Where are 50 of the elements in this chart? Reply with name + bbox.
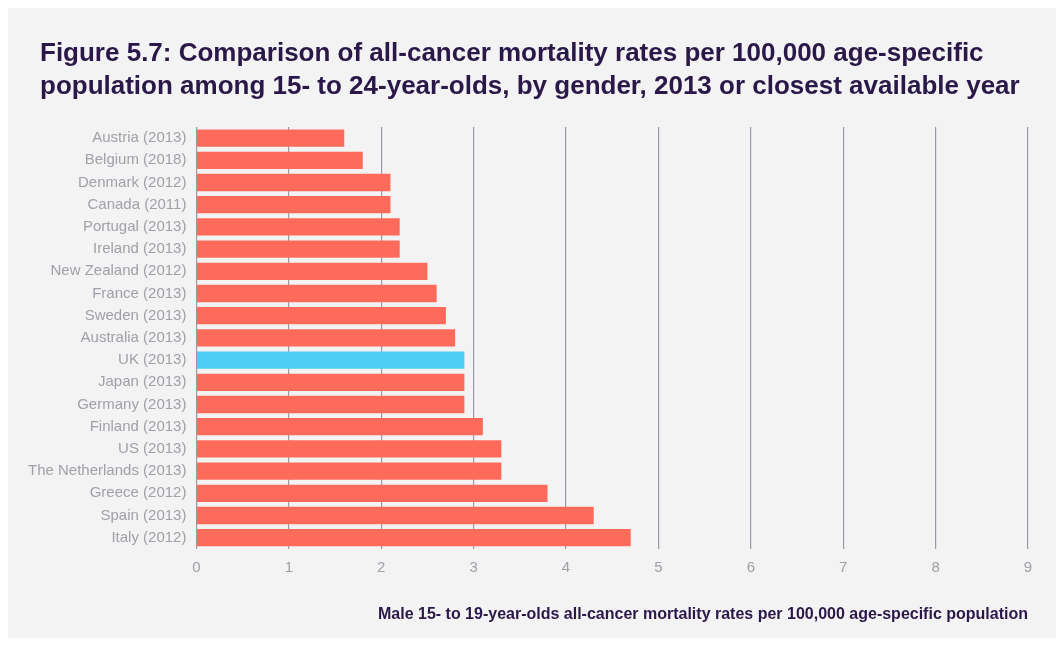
bar	[197, 351, 465, 369]
bar	[197, 484, 548, 502]
bar	[197, 240, 400, 258]
bar	[197, 129, 345, 147]
chart-title: Figure 5.7: Comparison of all-cancer mortality rates per 100,000 age-specific population among 15- to 24-year-olds, by gender, 2013 or closest available year	[39, 36, 1021, 102]
y-tick-label: UK (2013)	[118, 350, 187, 368]
bar	[197, 307, 446, 325]
y-tick-label: Portugal (2013)	[83, 217, 187, 235]
x-tick-label: 0	[192, 557, 201, 575]
y-tick-label: Greece (2012)	[89, 483, 187, 501]
y-tick-label: Canada (2011)	[87, 194, 187, 212]
x-tick-label: 5	[654, 557, 663, 575]
y-tick-label: Germany (2013)	[77, 394, 187, 412]
x-tick-label: 7	[839, 557, 848, 575]
x-tick-label: 3	[469, 557, 478, 575]
y-tick-label: Belgium (2018)	[84, 150, 187, 168]
y-tick-label: Australia (2013)	[80, 328, 187, 346]
x-tick-label: 8	[931, 557, 940, 575]
bar	[197, 284, 437, 303]
y-tick-label: Japan (2013)	[98, 372, 187, 390]
y-tick-label: New Zealand (2012)	[50, 261, 187, 279]
bar	[197, 395, 465, 414]
y-tick-label: France (2013)	[92, 283, 187, 301]
bar	[197, 196, 391, 214]
x-tick-label: 2	[377, 557, 386, 575]
y-tick-label: Sweden (2013)	[84, 305, 187, 323]
y-tick-label: The Netherlands (2013)	[27, 461, 187, 479]
y-tick-label: US (2013)	[118, 439, 187, 457]
bar	[197, 218, 400, 236]
bar	[197, 151, 363, 169]
x-tick-label: 9	[1023, 557, 1033, 575]
bar	[197, 462, 502, 480]
bar	[197, 440, 502, 458]
x-axis-title: Male 15- to 19-year-olds all-cancer mortality rates per 100,000 age-specific population	[377, 604, 1028, 622]
bar	[197, 173, 391, 192]
y-tick-label: Finland (2013)	[89, 416, 187, 434]
bar	[197, 418, 483, 436]
y-tick-label: Italy (2012)	[111, 527, 187, 545]
bar	[197, 262, 428, 280]
x-tick-label: 1	[284, 557, 293, 575]
bar	[197, 529, 631, 547]
x-tick-label: 4	[561, 557, 571, 575]
y-tick-label: Ireland (2013)	[93, 239, 187, 257]
y-tick-label: Denmark (2012)	[78, 172, 187, 190]
y-tick-label: Spain (2013)	[100, 505, 187, 523]
y-tick-label: Austria (2013)	[92, 128, 187, 146]
bar	[197, 373, 465, 391]
bar	[197, 506, 594, 525]
bar	[197, 329, 456, 347]
x-tick-label: 6	[746, 557, 755, 575]
